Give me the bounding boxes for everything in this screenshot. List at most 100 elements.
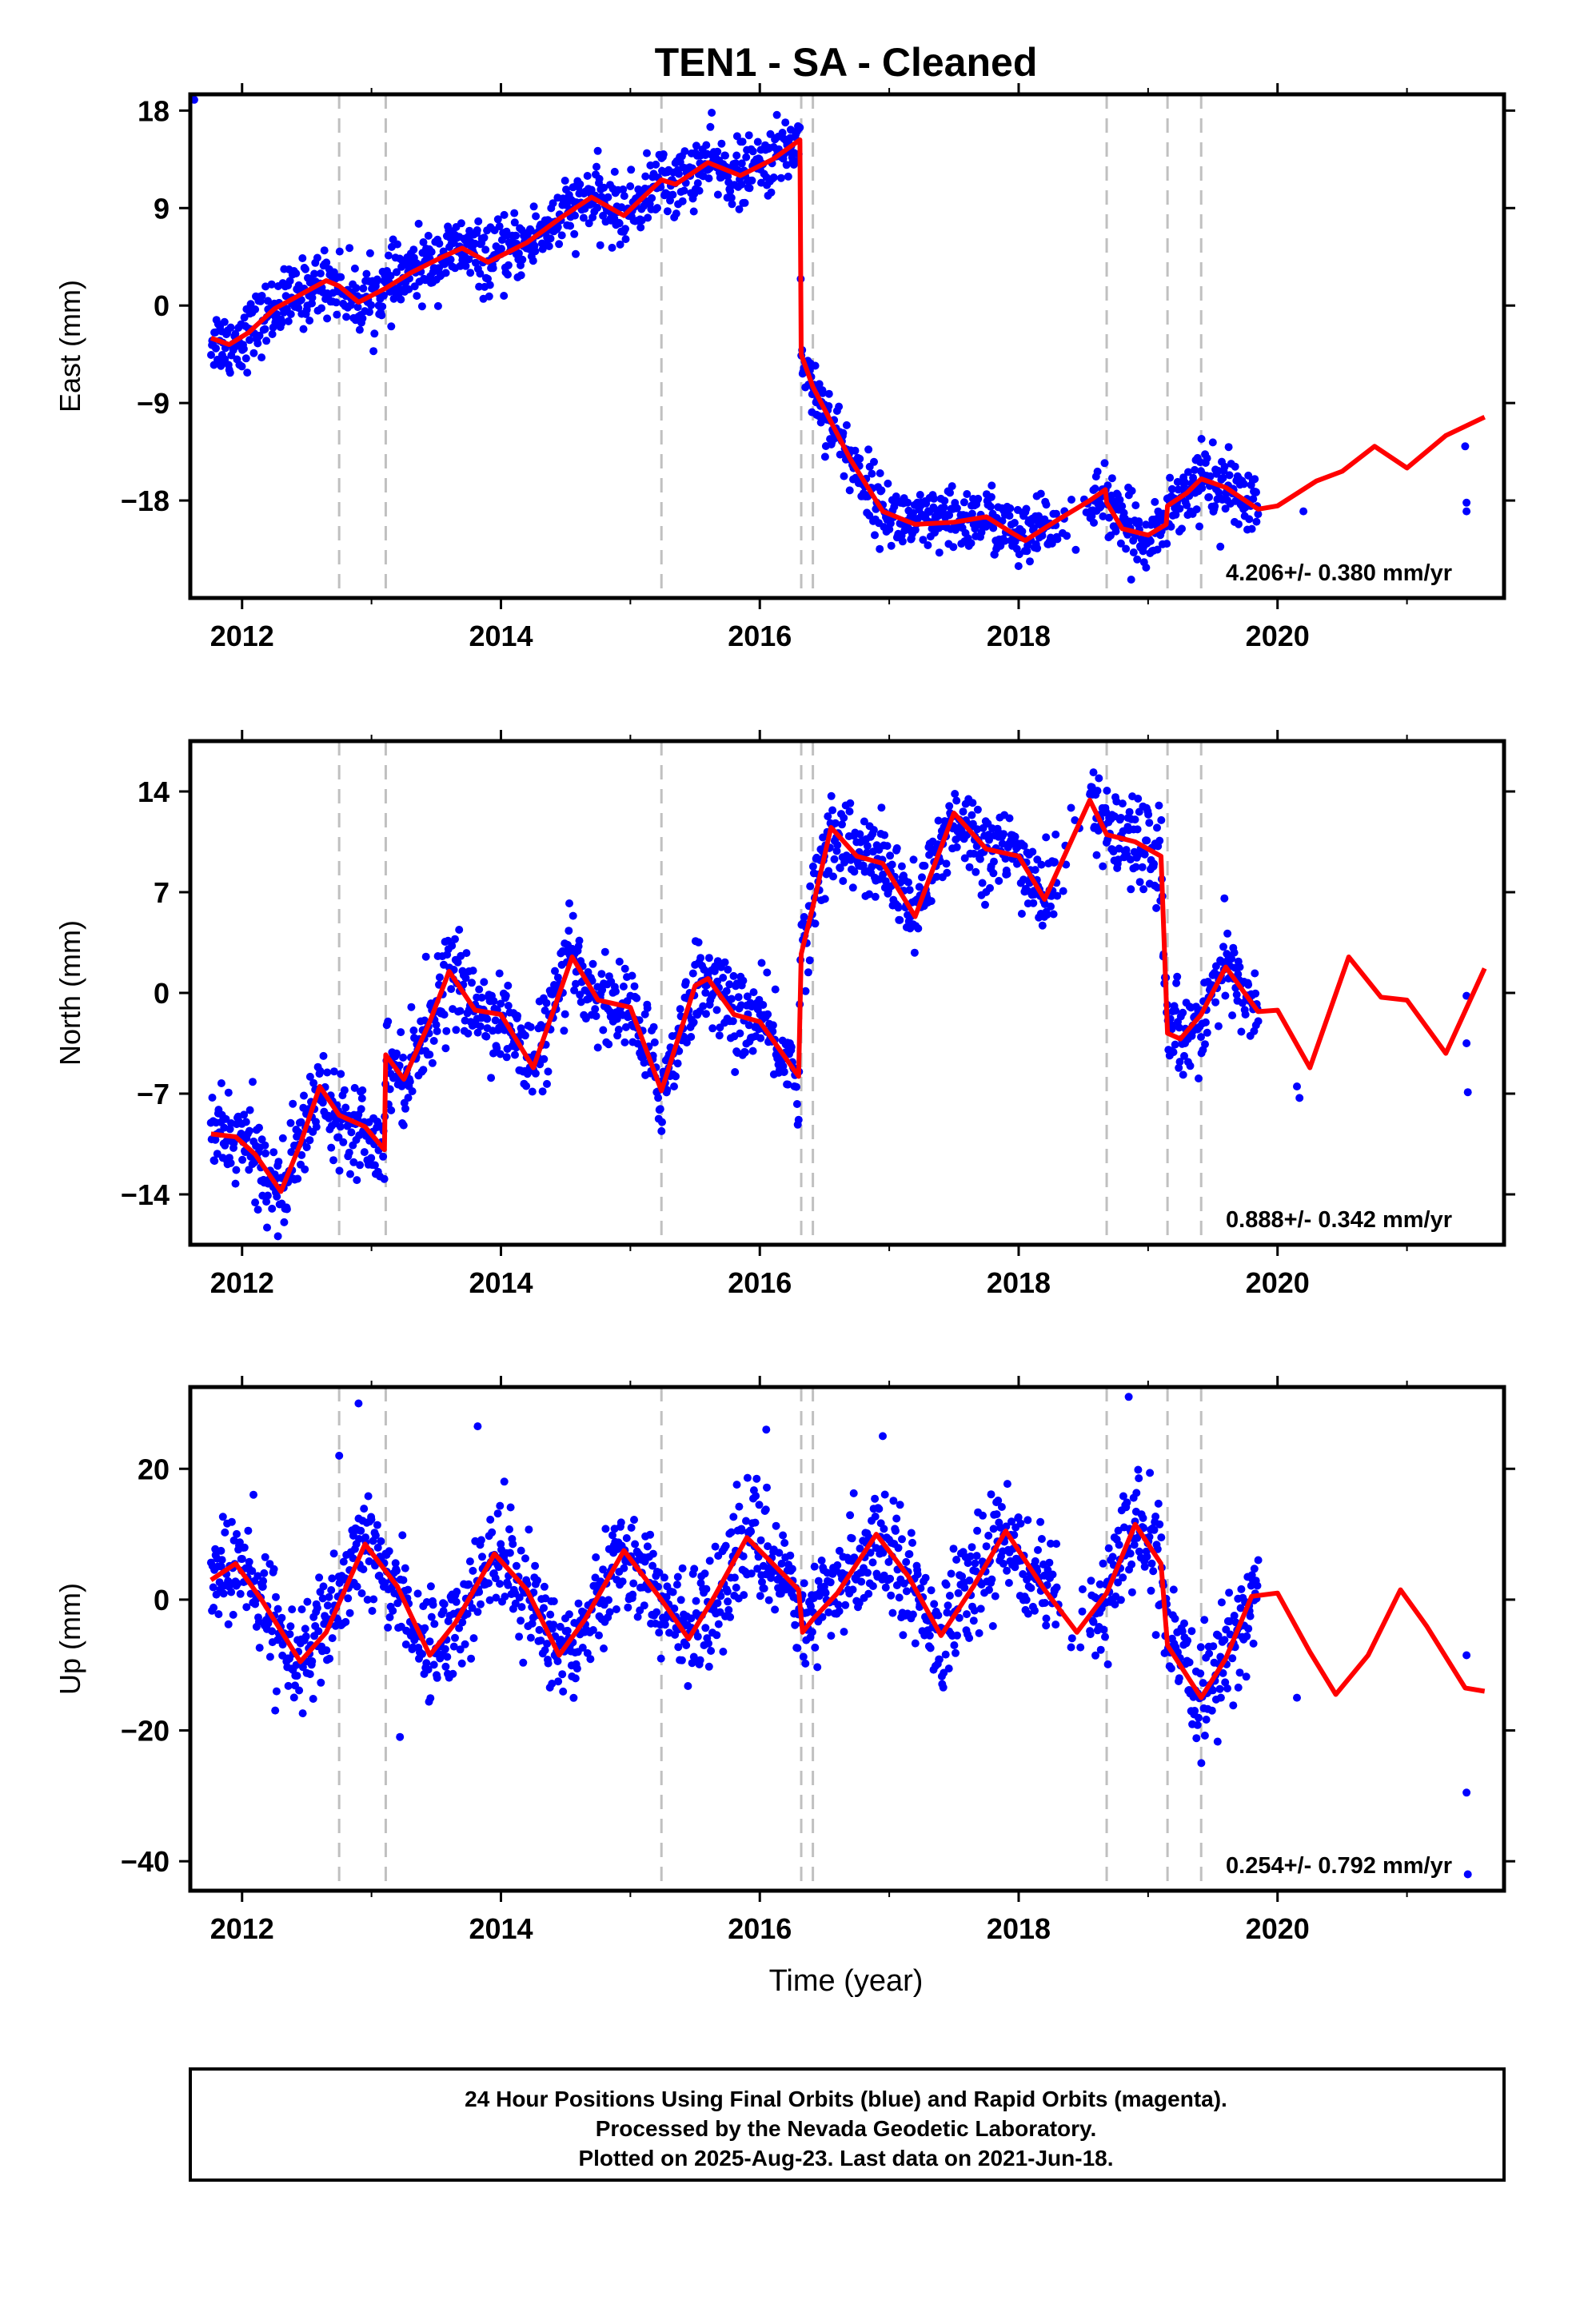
data-point	[373, 275, 381, 284]
data-point	[342, 313, 351, 321]
data-point	[473, 1422, 482, 1431]
data-point	[856, 1545, 864, 1553]
data-point	[885, 525, 894, 534]
data-point	[397, 295, 405, 304]
data-point	[927, 1586, 936, 1595]
data-point	[1144, 810, 1153, 819]
data-point	[960, 1584, 969, 1592]
data-point	[301, 1165, 309, 1174]
data-point	[496, 1501, 505, 1510]
data-point	[911, 1639, 920, 1648]
data-point	[1246, 1612, 1255, 1620]
data-point	[811, 919, 820, 928]
data-point	[218, 1513, 227, 1521]
data-point	[737, 1526, 746, 1535]
data-point	[563, 1626, 572, 1635]
data-point	[1232, 991, 1241, 999]
data-point	[856, 830, 864, 839]
data-point	[1197, 1033, 1205, 1042]
data-point	[292, 1660, 301, 1669]
data-point	[511, 1599, 520, 1608]
data-point	[543, 1079, 551, 1088]
data-point	[717, 139, 726, 148]
data-point	[1197, 435, 1206, 443]
data-point	[792, 1082, 800, 1091]
data-point	[461, 1640, 469, 1648]
data-point	[944, 1664, 953, 1673]
data-point	[220, 317, 229, 326]
data-point	[545, 242, 553, 250]
data-point	[269, 1148, 278, 1157]
data-point	[429, 1660, 438, 1669]
data-point	[985, 1585, 993, 1594]
data-point	[761, 1505, 770, 1514]
data-point	[800, 1579, 808, 1588]
data-point	[826, 1578, 835, 1587]
data-point	[600, 947, 609, 956]
data-point	[419, 238, 428, 246]
plot-frame	[188, 92, 1506, 600]
data-point	[1146, 1469, 1155, 1477]
data-point	[404, 1585, 413, 1594]
data-point	[1123, 1498, 1131, 1507]
data-point	[359, 1565, 368, 1573]
data-point	[405, 1077, 414, 1086]
data-point	[1000, 536, 1009, 545]
data-point	[1019, 875, 1027, 884]
data-point	[379, 1152, 388, 1161]
data-point	[1135, 1547, 1143, 1556]
data-point	[245, 1106, 254, 1114]
data-point	[904, 878, 912, 887]
data-point	[701, 1624, 710, 1632]
data-point	[1135, 517, 1143, 526]
data-point	[257, 353, 266, 362]
data-point	[1196, 1643, 1205, 1652]
data-point	[258, 1582, 267, 1591]
data-point	[273, 1232, 282, 1241]
data-point	[690, 1565, 699, 1573]
data-point	[354, 1399, 363, 1408]
data-point	[399, 1121, 408, 1130]
data-point	[305, 1072, 314, 1081]
data-point	[500, 1477, 509, 1486]
data-point	[298, 1663, 307, 1672]
data-point	[373, 1521, 381, 1529]
data-point	[357, 1105, 365, 1114]
data-point	[219, 1589, 228, 1598]
data-point	[483, 1015, 492, 1023]
data-point	[433, 1673, 441, 1682]
data-point	[764, 1010, 772, 1018]
data-point	[945, 511, 954, 520]
data-point	[676, 1596, 685, 1604]
data-point	[1099, 1559, 1107, 1568]
data-point	[308, 299, 316, 308]
data-point	[740, 198, 749, 207]
data-point	[869, 826, 878, 835]
data-point	[780, 1067, 788, 1076]
data-point	[1103, 787, 1111, 795]
data-point	[772, 110, 781, 119]
data-point	[695, 186, 704, 195]
data-point	[955, 1613, 964, 1622]
data-point	[1167, 484, 1176, 493]
data-point	[1127, 1560, 1136, 1569]
data-point	[1197, 1759, 1206, 1768]
data-point	[619, 185, 628, 193]
data-point	[297, 1605, 306, 1614]
plot-area	[206, 1387, 1486, 1891]
data-point	[892, 844, 901, 852]
data-point	[763, 968, 772, 977]
data-point	[396, 1732, 405, 1741]
data-point	[688, 969, 697, 978]
data-point	[715, 1031, 724, 1040]
data-point	[767, 1573, 776, 1582]
data-point	[257, 292, 266, 300]
data-point	[441, 269, 450, 277]
data-point	[670, 1604, 679, 1612]
x-tick-label: 2014	[469, 620, 533, 652]
data-point	[621, 235, 630, 244]
data-point	[848, 883, 857, 892]
data-point	[426, 1694, 435, 1703]
data-point	[384, 251, 393, 260]
data-point	[883, 842, 892, 851]
